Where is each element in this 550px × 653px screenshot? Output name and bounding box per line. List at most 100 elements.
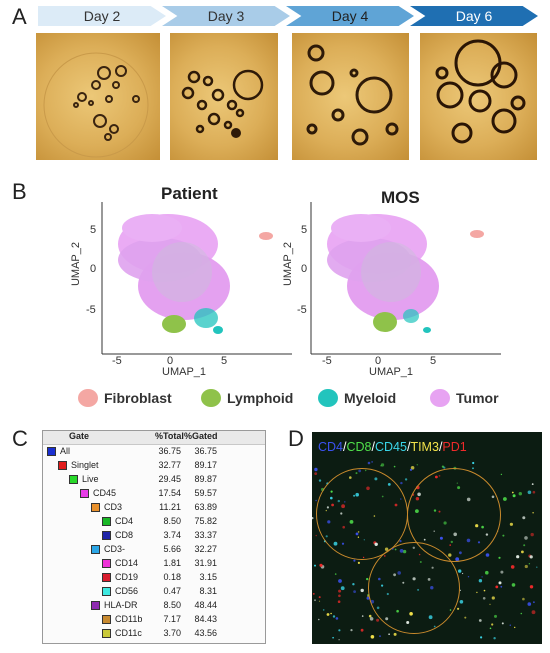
cell-spot — [516, 555, 520, 559]
cell-spot — [500, 473, 503, 476]
cell-spot — [531, 610, 536, 615]
gate-name: CD4 — [115, 516, 134, 526]
cell-spot — [379, 635, 381, 638]
gate-name: All — [60, 446, 71, 456]
gate-row: All 36.75 36.75 — [43, 446, 265, 458]
gate-gated: 75.82 — [194, 516, 217, 526]
cell-spot — [366, 577, 369, 581]
x-tick: -5 — [322, 355, 332, 367]
cell-spot — [509, 522, 513, 526]
cell-spot — [514, 626, 516, 629]
umap-plot-patient — [101, 202, 292, 355]
legend-label: Fibroblast — [104, 390, 172, 406]
cell-spot — [489, 603, 491, 606]
cell-spot — [318, 618, 320, 621]
cell-spot — [314, 564, 316, 567]
gate-color-swatch — [102, 629, 111, 638]
cell-spot — [370, 635, 375, 639]
marker-cd4: CD4 — [318, 440, 344, 454]
gate-gated: 59.57 — [194, 488, 217, 498]
cell-spot — [480, 636, 483, 639]
day-label: Day 4 — [331, 8, 369, 24]
gate-name: CD11c — [115, 628, 142, 638]
cell-spot — [360, 628, 364, 632]
gate-color-swatch — [47, 447, 56, 456]
cell-spot — [393, 632, 397, 636]
gate-color-swatch — [91, 545, 100, 554]
marker-separator: / — [343, 440, 347, 454]
micrograph-day-2 — [36, 33, 160, 160]
gate-total: 0.18 — [163, 572, 181, 582]
legend-myeloid: Myeloid — [318, 389, 396, 407]
cell-spot — [416, 464, 418, 466]
gate-total: 1.81 — [163, 558, 181, 568]
gate-color-swatch — [91, 503, 100, 512]
cell-spot — [503, 497, 507, 501]
gate-gated: 43.56 — [194, 628, 217, 638]
y-tick: -5 — [86, 304, 96, 316]
gate-gated: 32.27 — [194, 544, 217, 554]
cell-spot — [335, 617, 339, 620]
day-label: Day 3 — [207, 8, 245, 24]
cell-spot — [458, 569, 462, 573]
y-tick: 0 — [301, 263, 308, 275]
cell-spot — [399, 540, 402, 543]
cell-spot — [353, 559, 356, 562]
gating-table: Gate %Total %Gated All 36.75 36.75 Singlet 3… — [42, 430, 266, 644]
gate-gated: 36.75 — [194, 446, 217, 456]
gate-color-swatch — [80, 489, 89, 498]
gate-color-swatch — [102, 615, 111, 624]
cell-spot — [491, 623, 494, 626]
cell-spot — [485, 553, 490, 557]
cell-spot — [457, 607, 460, 610]
cell-spot — [338, 589, 342, 593]
cell-spot — [478, 619, 482, 622]
gate-color-swatch — [58, 461, 67, 470]
gate-gated: 48.44 — [194, 600, 217, 610]
cell-spot — [532, 490, 536, 494]
cell-spot — [476, 591, 478, 594]
y-tick: -5 — [297, 304, 307, 316]
legend-tumor: Tumor — [430, 389, 499, 407]
y-axis-label: UMAP_2 — [70, 241, 83, 287]
day-label: Day 6 — [455, 8, 493, 24]
gate-gated: 3.15 — [199, 572, 217, 582]
cell-spot — [368, 614, 372, 618]
cell-spot — [500, 585, 503, 588]
cell-spot — [360, 588, 364, 593]
cell-spot — [312, 517, 314, 520]
cell-spot — [334, 573, 337, 575]
cell-spot — [494, 614, 497, 618]
cell-spot — [529, 555, 533, 559]
cell-spot — [409, 468, 413, 471]
umap-title-mos: MOS — [381, 188, 420, 207]
gate-name: Singlet — [71, 460, 99, 470]
gate-name: CD3- — [104, 544, 126, 554]
gate-row: CD8 3.74 33.37 — [43, 530, 265, 542]
cell-spot — [376, 618, 380, 622]
cell-spot — [326, 613, 330, 616]
cell-spot — [481, 576, 483, 578]
legend-fibroblast: Fibroblast — [78, 389, 172, 407]
cell-spot — [318, 596, 321, 599]
gate-gated: 89.87 — [194, 474, 217, 484]
cell-spot — [314, 467, 318, 472]
cell-spot — [361, 615, 364, 617]
panel-d-letter: D — [288, 426, 304, 451]
gate-row: CD11b 7.17 84.43 — [43, 614, 265, 626]
cell-spot — [510, 565, 515, 569]
legend-label: Tumor — [456, 390, 499, 406]
cell-spot — [491, 596, 495, 600]
cell-spot — [528, 563, 531, 565]
gate-color-swatch — [69, 475, 78, 484]
roi-circle — [407, 468, 501, 562]
gate-row: CD4 8.50 75.82 — [43, 516, 265, 528]
cell-spot — [337, 600, 341, 603]
y-tick: 0 — [90, 263, 97, 275]
gate-total: 8.50 — [163, 516, 181, 526]
marker-legend: CD4/CD8/CD45/TIM3/PD1 — [318, 440, 467, 454]
gate-total: 8.50 — [163, 600, 181, 610]
marker-pd1: PD1 — [442, 440, 467, 454]
day-arrow-1: Day 2 — [38, 6, 166, 26]
day-arrow-3: Day 4 — [286, 6, 414, 26]
